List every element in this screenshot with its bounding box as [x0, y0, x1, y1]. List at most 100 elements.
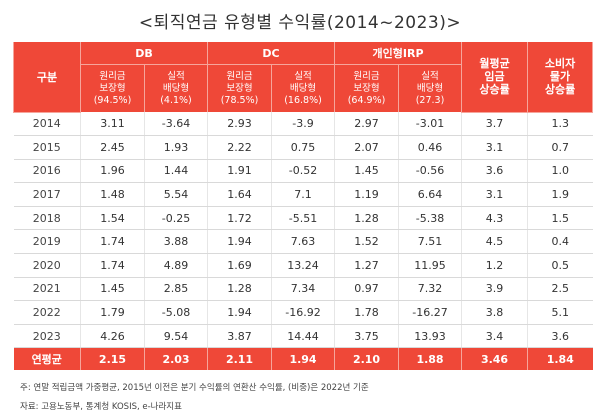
- value-cell: 1.45: [334, 159, 399, 184]
- value-cell: 0.75: [271, 135, 335, 160]
- table-row: 2016 1.96 1.44 1.91 -0.52 1.45 -0.56 3.6 1.0: [13, 159, 593, 184]
- value-cell: -0.52: [271, 159, 335, 184]
- value-cell: 4.5: [461, 229, 528, 255]
- value-cell: 1.28: [334, 206, 399, 231]
- value-cell: 2.93: [207, 112, 272, 137]
- value-cell: 1.94: [207, 229, 272, 255]
- value-cell: 1.0: [527, 159, 593, 184]
- year-cell: 2016: [13, 159, 81, 184]
- value-cell: -16.27: [398, 300, 462, 325]
- subheader-line: 원리금: [353, 70, 380, 82]
- value-cell: 2.07: [334, 135, 399, 160]
- value-cell: -5.08: [143, 300, 208, 325]
- value-cell: 1.19: [334, 182, 399, 207]
- table-row: 2017 1.48 5.54 1.64 7.1 1.19 6.64 3.1 1.9: [13, 182, 593, 207]
- year-cell: 2014: [13, 112, 81, 137]
- header-wage-line3: 상승률: [479, 83, 510, 97]
- year-cell: 2019: [13, 229, 81, 255]
- header-cpi-line3: 상승률: [544, 83, 576, 97]
- returns-table: 구분 DB DC 개인형IRP 월평균 임금 상승률 소비자 물가 상승률 원리…: [13, 42, 594, 371]
- value-cell: 0.97: [334, 277, 399, 302]
- subheader-line: (16.8%): [284, 94, 322, 106]
- value-cell: 7.34: [271, 277, 335, 302]
- value-cell: 1.28: [207, 277, 272, 302]
- value-cell: 3.1: [461, 182, 528, 207]
- average-row: 연평균 2.15 2.03 2.11 1.94 2.10 1.88 3.46 1.84: [13, 347, 593, 371]
- subheader-line: 원리금: [226, 70, 253, 82]
- year-cell: 2022: [13, 300, 81, 325]
- table-row: 2021 1.45 2.85 1.28 7.34 0.97 7.32 3.9 2.5: [13, 277, 593, 302]
- value-cell: 11.95: [398, 253, 462, 278]
- value-cell: 5.1: [527, 300, 593, 325]
- value-cell: 3.11: [80, 112, 145, 137]
- subheader-line: 배당형: [289, 82, 317, 94]
- value-cell: 5.54: [143, 182, 208, 207]
- header-group-irp: 개인형IRP: [334, 42, 463, 65]
- subheader-cell: 실적 배당형 (16.8%): [271, 64, 336, 112]
- subheader-line: (78.5%): [220, 94, 259, 106]
- subheader-line: 원리금: [99, 70, 126, 82]
- value-cell: 6.64: [398, 182, 462, 207]
- value-cell: 0.5: [527, 253, 593, 278]
- header-group-dc: DC: [207, 42, 336, 65]
- average-cell: 1.88: [398, 347, 462, 371]
- table-row: 2018 1.54 -0.25 1.72 -5.51 1.28 -5.38 4.3 1.5: [13, 206, 593, 231]
- value-cell: 1.78: [334, 300, 399, 325]
- subheader-line: (27.3): [415, 94, 445, 106]
- value-cell: 2.5: [527, 277, 593, 302]
- value-cell: -5.38: [398, 206, 462, 231]
- value-cell: -3.64: [143, 112, 208, 137]
- subheader-cell: 실적 배당형 (4.1%): [143, 64, 209, 112]
- header-wage: 월평균 임금 상승률: [461, 42, 529, 113]
- source-note: 자료: 고용노동부, 통계청 KOSIS, e-나라지표: [20, 402, 182, 412]
- value-cell: 1.91: [207, 159, 272, 184]
- value-cell: 1.48: [80, 182, 145, 207]
- value-cell: 14.44: [271, 324, 335, 349]
- subheader-line: 보장형: [353, 82, 380, 94]
- value-cell: 1.72: [207, 206, 272, 231]
- value-cell: 1.27: [334, 253, 399, 278]
- header-wage-line1: 월평균: [479, 57, 510, 71]
- value-cell: 3.7: [461, 112, 528, 137]
- value-cell: 3.6: [527, 324, 593, 349]
- year-cell: 2020: [13, 253, 81, 278]
- subheader-line: 보장형: [226, 82, 253, 94]
- value-cell: -0.56: [398, 159, 462, 184]
- value-cell: 2.22: [207, 135, 272, 160]
- year-cell: 2023: [13, 324, 81, 349]
- value-cell: 2.97: [334, 112, 399, 137]
- value-cell: 4.89: [143, 253, 208, 278]
- table-row: 2020 1.74 4.89 1.69 13.24 1.27 11.95 1.2 0.5: [13, 253, 593, 278]
- year-cell: 2015: [13, 135, 81, 160]
- value-cell: 1.45: [80, 277, 145, 302]
- average-label: 연평균: [13, 347, 81, 371]
- value-cell: 1.74: [80, 229, 145, 255]
- value-cell: 1.94: [207, 300, 272, 325]
- value-cell: 7.51: [398, 229, 462, 255]
- value-cell: 1.3: [527, 112, 593, 137]
- value-cell: 0.7: [527, 135, 593, 160]
- year-cell: 2017: [13, 182, 81, 207]
- average-cell: 2.10: [334, 347, 399, 371]
- table-row: 2014 3.11 -3.64 2.93 -3.9 2.97 -3.01 3.7 1.3: [13, 112, 593, 137]
- value-cell: 7.1: [271, 182, 335, 207]
- subheader-line: 보장형: [99, 82, 126, 94]
- value-cell: 13.24: [271, 253, 335, 278]
- average-cell: 2.11: [207, 347, 272, 371]
- subheader-cell: 원리금 보장형 (64.9%): [334, 64, 400, 112]
- value-cell: 7.63: [271, 229, 335, 255]
- header-gubun: 구분: [13, 42, 81, 113]
- value-cell: 4.26: [80, 324, 145, 349]
- subheader-line: (4.1%): [160, 94, 192, 106]
- average-cell: 1.84: [527, 347, 593, 371]
- value-cell: 3.1: [461, 135, 528, 160]
- value-cell: 1.5: [527, 206, 593, 231]
- header-wage-line2: 임금: [484, 70, 505, 84]
- value-cell: 1.9: [527, 182, 593, 207]
- value-cell: 3.9: [461, 277, 528, 302]
- table-row: 2015 2.45 1.93 2.22 0.75 2.07 0.46 3.1 0.7: [13, 135, 593, 160]
- subheader-cell: 원리금 보장형 (94.5%): [80, 64, 145, 112]
- value-cell: 1.44: [143, 159, 208, 184]
- value-cell: 3.6: [461, 159, 528, 184]
- subheader-line: 배당형: [416, 82, 444, 94]
